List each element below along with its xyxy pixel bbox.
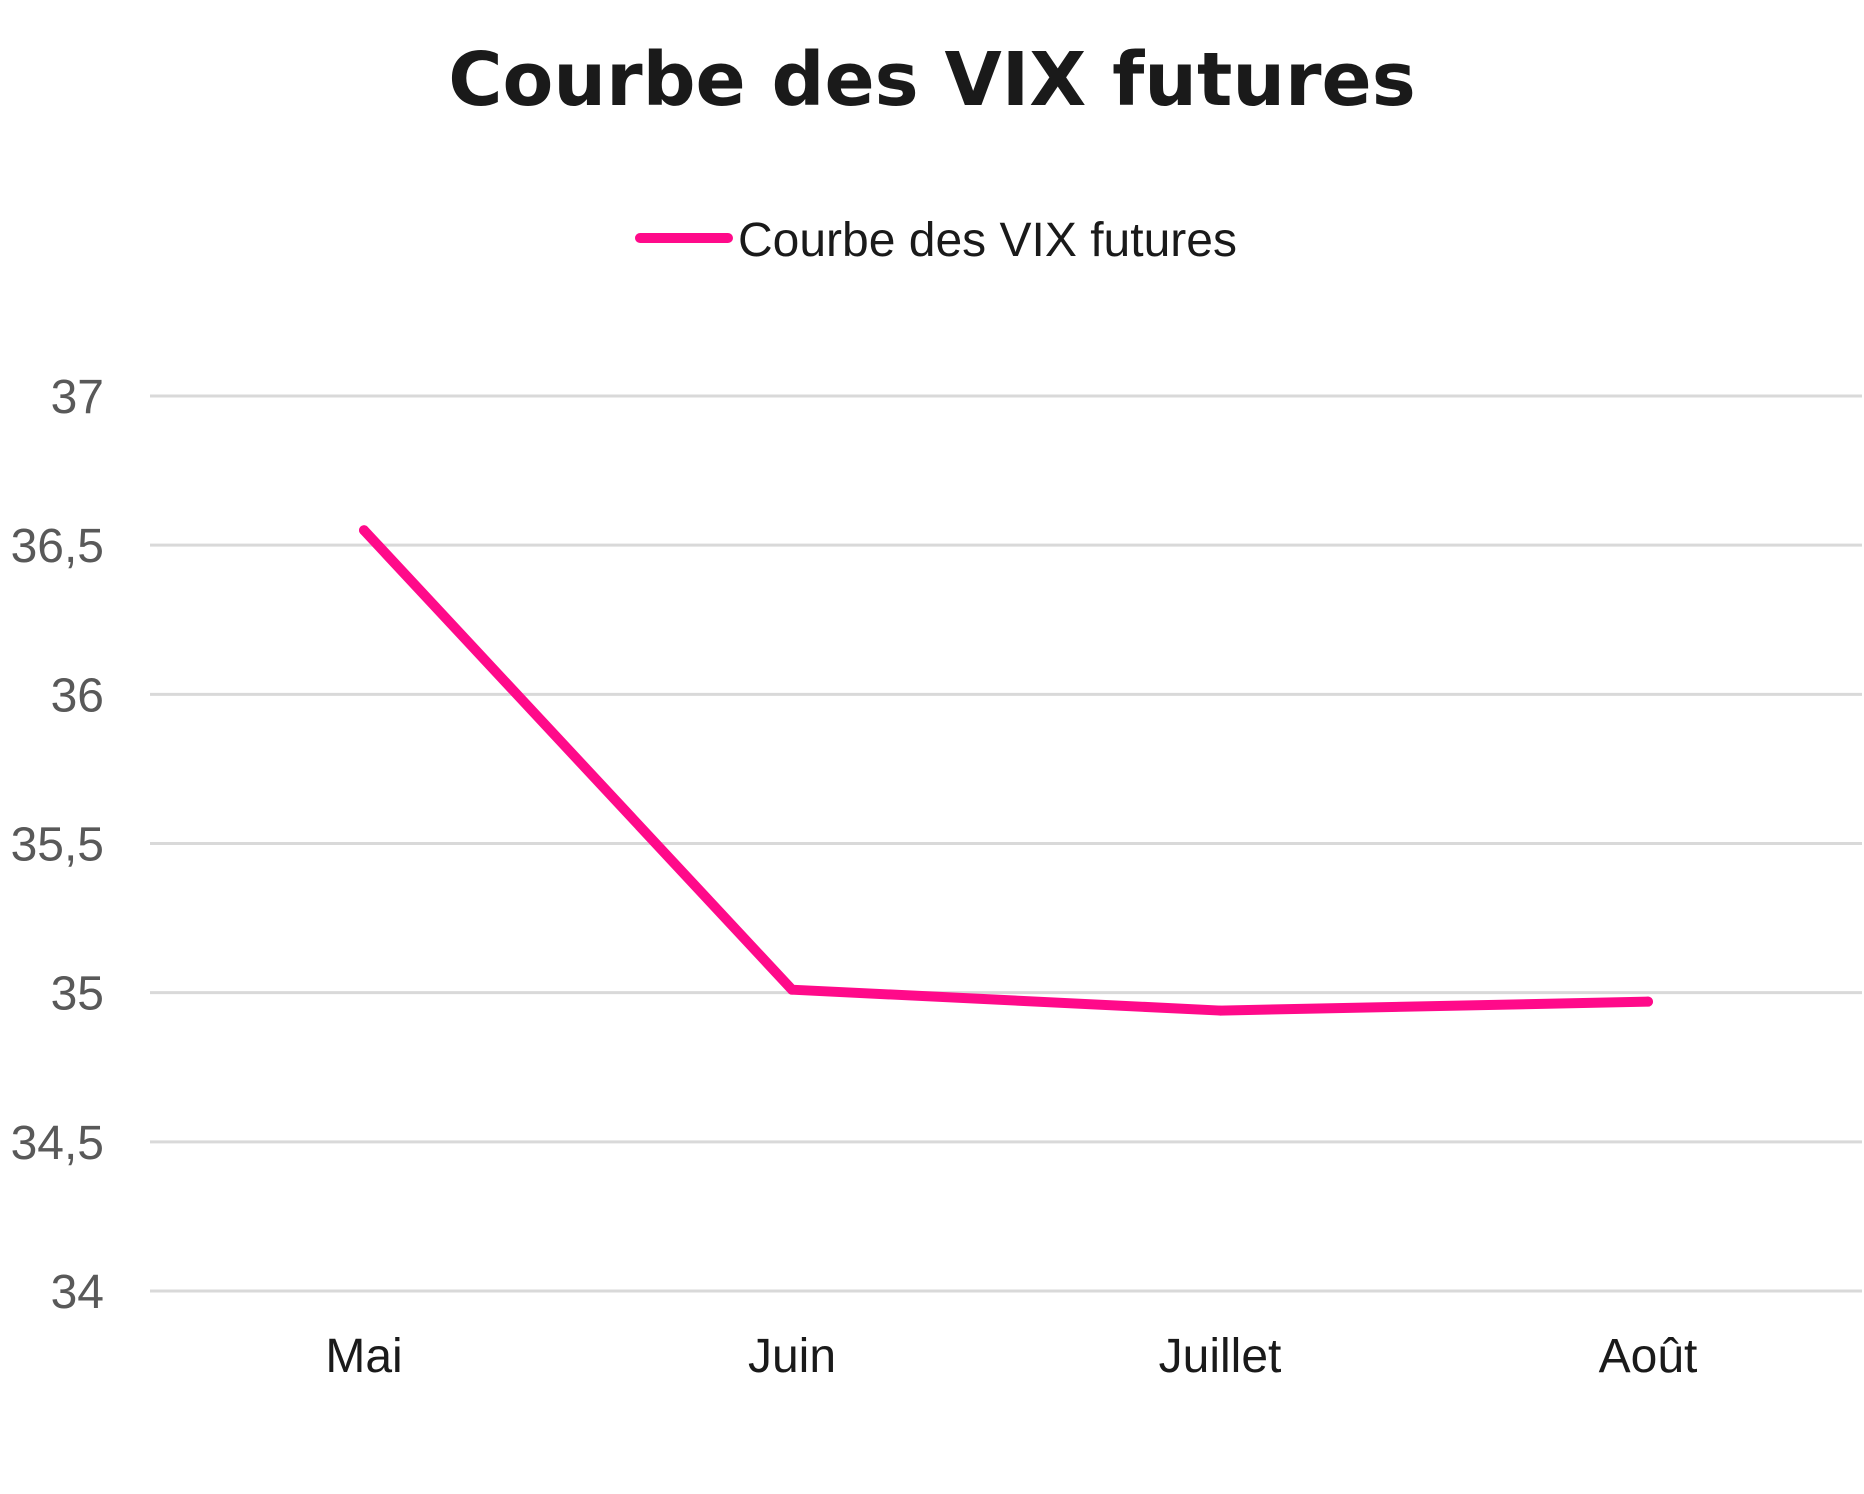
series-group: [359, 525, 1653, 1016]
y-tick-label: 35,5: [11, 819, 104, 872]
data-point: [1643, 996, 1653, 1007]
gridlines: [150, 394, 1862, 1293]
y-tick-label: 34,5: [11, 1117, 104, 1170]
x-axis-ticks: Mai Juin Juillet Août: [325, 1330, 1697, 1383]
legend-label: Courbe des VIX futures: [738, 214, 1237, 267]
y-axis-ticks: 37 36,5 36 35,5 35 34,5 34: [11, 371, 104, 1319]
data-point: [787, 984, 797, 995]
chart-title: Courbe des VIX futures: [448, 37, 1416, 123]
x-tick-label: Août: [1599, 1330, 1698, 1383]
x-tick-label: Juillet: [1159, 1330, 1282, 1383]
y-tick-label: 36,5: [11, 520, 104, 573]
y-tick-label: 36: [51, 669, 104, 722]
y-tick-label: 35: [51, 968, 104, 1021]
series-line: [359, 525, 1653, 1016]
x-tick-label: Mai: [325, 1330, 402, 1383]
legend: Courbe des VIX futures: [635, 214, 1237, 267]
data-point: [359, 525, 369, 536]
x-tick-label: Juin: [748, 1330, 836, 1383]
data-point: [1215, 1005, 1225, 1016]
y-tick-label: 37: [51, 371, 104, 424]
y-tick-label: 34: [51, 1266, 104, 1319]
